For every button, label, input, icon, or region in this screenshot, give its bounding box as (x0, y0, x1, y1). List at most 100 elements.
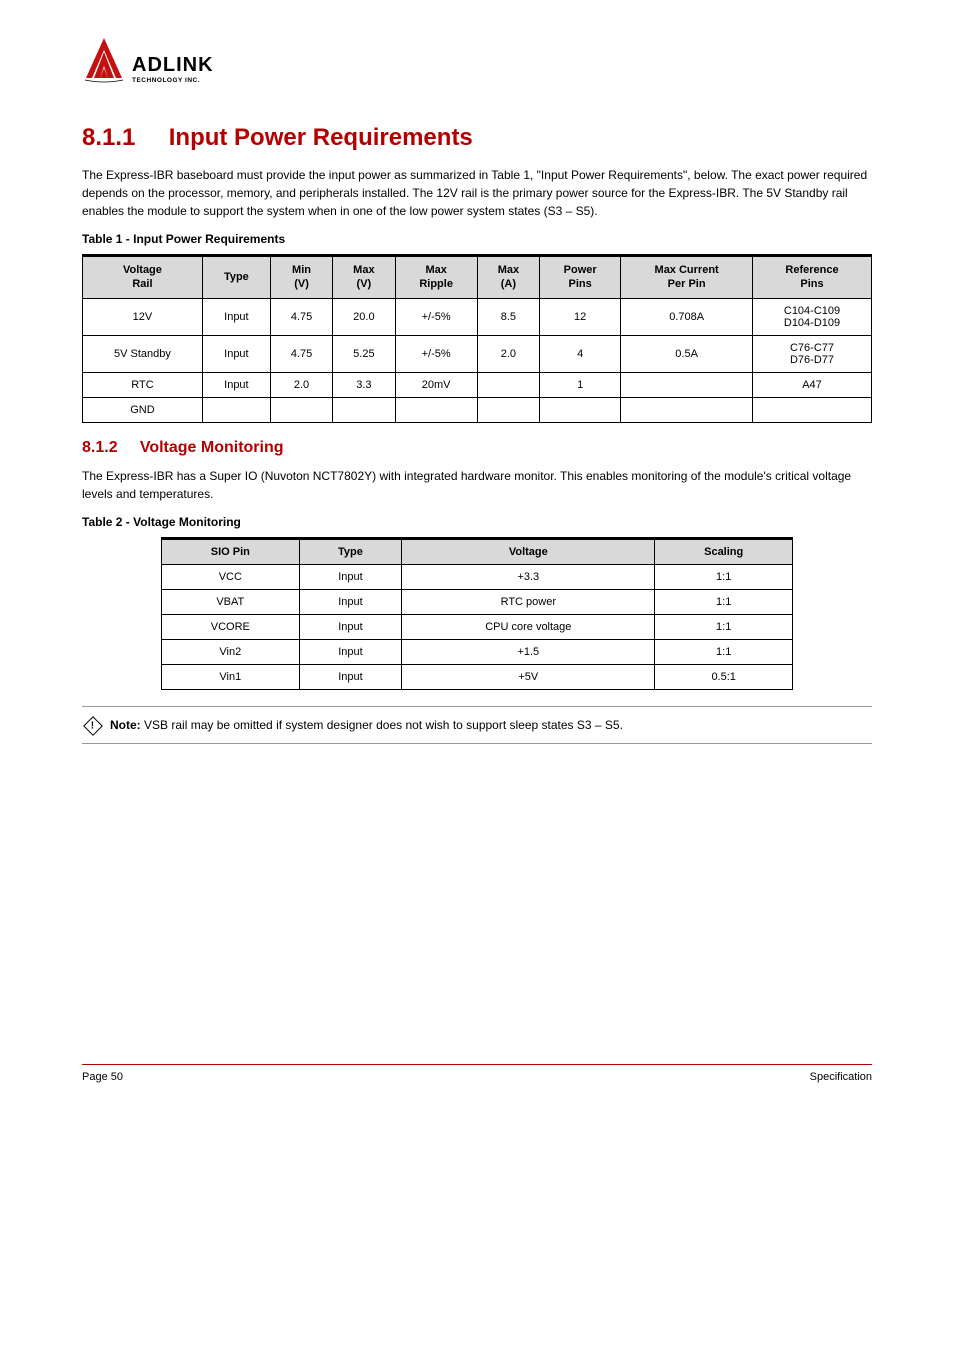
section-title: Input Power Requirements (169, 124, 473, 151)
col-max-ripple: Max Ripple (395, 256, 477, 299)
col-voltage: Voltage (402, 538, 655, 564)
table-cell: Input (202, 372, 270, 397)
table-cell: CPU core voltage (402, 614, 655, 639)
note-label: Note: (110, 718, 141, 732)
table-cell: 20.0 (333, 298, 395, 335)
table-cell: Input (299, 564, 402, 589)
col-sio-pin: SIO Pin (162, 538, 300, 564)
table-cell: +1.5 (402, 639, 655, 664)
note-block: ! Note: VSB rail may be omitted if syste… (82, 706, 872, 745)
table-row: Vin1Input+5V0.5:1 (162, 664, 793, 689)
table-cell: 1:1 (655, 564, 793, 589)
table-cell: +3.3 (402, 564, 655, 589)
table-row: 5V StandbyInput4.755.25+/-5%2.040.5AC76-… (83, 335, 872, 372)
table-cell: 4 (540, 335, 621, 372)
table-cell: 3.3 (333, 372, 395, 397)
table-row: VBATInputRTC power1:1 (162, 589, 793, 614)
table-cell: 1 (540, 372, 621, 397)
table-row: VCOREInputCPU core voltage1:1 (162, 614, 793, 639)
logo-text-sub: TECHNOLOGY INC. (132, 77, 214, 84)
note-body: VSB rail may be omitted if system design… (144, 718, 623, 732)
col-power-pins: Power Pins (540, 256, 621, 299)
table-header-row: SIO Pin Type Voltage Scaling (162, 538, 793, 564)
table-cell (540, 397, 621, 422)
col-max-current-per-pin: Max Current Per Pin (621, 256, 753, 299)
table-cell: +/-5% (395, 335, 477, 372)
note-icon: ! (83, 716, 103, 736)
table-cell: VBAT (162, 589, 300, 614)
table-cell: VCORE (162, 614, 300, 639)
table-cell: 12 (540, 298, 621, 335)
table-input-power: Voltage Rail Type Min (V) Max (V) Max Ri… (82, 254, 872, 423)
table-cell: 5V Standby (83, 335, 203, 372)
table-cell (202, 397, 270, 422)
table-cell (395, 397, 477, 422)
table-cell: Vin1 (162, 664, 300, 689)
table-cell (477, 397, 539, 422)
table-cell: C76-C77 D76-D77 (753, 335, 872, 372)
table1-caption: Table 1 - Input Power Requirements (82, 232, 872, 246)
table-cell: Input (299, 614, 402, 639)
table-row: 12VInput4.7520.0+/-5%8.5120.708AC104-C10… (83, 298, 872, 335)
table-cell: 2.0 (477, 335, 539, 372)
intro-paragraph: The Express-IBR baseboard must provide t… (82, 166, 872, 220)
table-row: RTCInput2.03.320mV1A47 (83, 372, 872, 397)
table-cell: RTC power (402, 589, 655, 614)
table-cell: GND (83, 397, 203, 422)
table-cell (621, 397, 753, 422)
table-row: VCCInput+3.31:1 (162, 564, 793, 589)
table-cell: RTC (83, 372, 203, 397)
table-cell (753, 397, 872, 422)
subsection-number: 8.1.2 (82, 439, 118, 456)
col-type: Type (202, 256, 270, 299)
col-min: Min (V) (270, 256, 332, 299)
footer-page: Page 50 (82, 1071, 123, 1083)
table-row: GND (83, 397, 872, 422)
table-cell: 12V (83, 298, 203, 335)
table-cell: 1:1 (655, 614, 793, 639)
footer-section: Specification (810, 1071, 872, 1083)
table-cell: 4.75 (270, 335, 332, 372)
table-cell: C104-C109 D104-D109 (753, 298, 872, 335)
table-cell: Input (299, 664, 402, 689)
table-cell: +/-5% (395, 298, 477, 335)
section-heading: 8.1.1 Input Power Requirements (82, 124, 872, 152)
table-cell: 1:1 (655, 589, 793, 614)
col-reference-pins: Reference Pins (753, 256, 872, 299)
table-cell: 8.5 (477, 298, 539, 335)
footer: Page 50 Specification (82, 1064, 872, 1083)
table-cell (621, 372, 753, 397)
logo: ADLINK TECHNOLOGY INC. (82, 36, 872, 84)
subsection-heading: 8.1.2 Voltage Monitoring (82, 439, 872, 457)
table-cell (333, 397, 395, 422)
subsection-paragraph: The Express-IBR has a Super IO (Nuvoton … (82, 467, 872, 503)
table-cell: 2.0 (270, 372, 332, 397)
table-cell: Input (202, 335, 270, 372)
table-cell: 1:1 (655, 639, 793, 664)
table-cell: 20mV (395, 372, 477, 397)
table-header-row: Voltage Rail Type Min (V) Max (V) Max Ri… (83, 256, 872, 299)
col-type: Type (299, 538, 402, 564)
table-cell (270, 397, 332, 422)
section-number: 8.1.1 (82, 124, 135, 151)
table-cell: +5V (402, 664, 655, 689)
table-cell: Input (299, 589, 402, 614)
col-scaling: Scaling (655, 538, 793, 564)
logo-text: ADLINK TECHNOLOGY INC. (132, 54, 214, 84)
table-cell: VCC (162, 564, 300, 589)
table-cell: 4.75 (270, 298, 332, 335)
table-cell: Input (202, 298, 270, 335)
logo-mark (82, 36, 126, 84)
table-cell: 0.5A (621, 335, 753, 372)
col-max: Max (V) (333, 256, 395, 299)
table2-caption: Table 2 - Voltage Monitoring (82, 515, 872, 529)
table-cell (477, 372, 539, 397)
table-voltage-monitoring: SIO Pin Type Voltage Scaling VCCInput+3.… (161, 537, 793, 690)
subsection-title: Voltage Monitoring (140, 439, 284, 456)
table-cell: Vin2 (162, 639, 300, 664)
note-text: Note: VSB rail may be omitted if system … (110, 717, 623, 734)
table-cell: 0.5:1 (655, 664, 793, 689)
table-cell: 5.25 (333, 335, 395, 372)
col-max-a: Max (A) (477, 256, 539, 299)
col-voltage-rail: Voltage Rail (83, 256, 203, 299)
